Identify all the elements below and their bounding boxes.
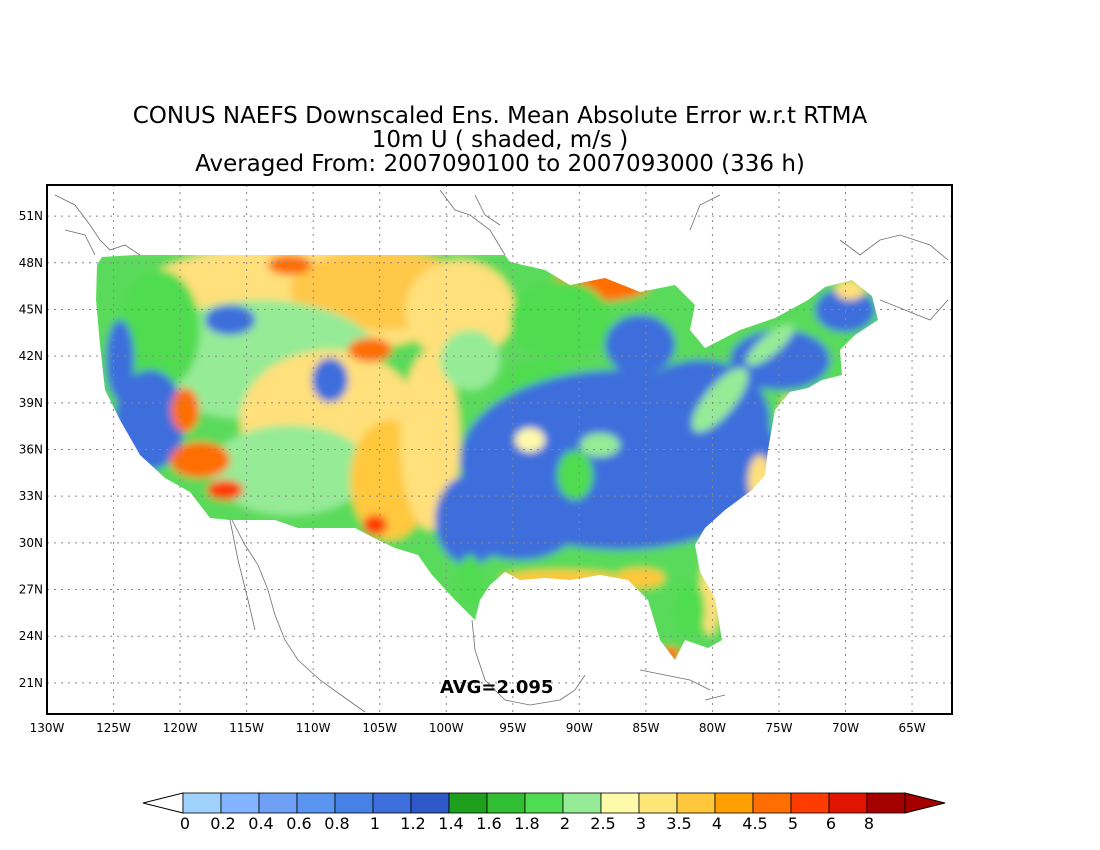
lon-tick-label: 120W <box>163 721 198 735</box>
colorbar-swatch <box>220 792 260 814</box>
title-line-3: Averaged From: 2007090100 to 2007093000 … <box>195 151 805 177</box>
colorbar-swatch <box>372 792 412 814</box>
colorbar-label: 1 <box>370 814 380 833</box>
colorbar-label: 0 <box>180 814 190 833</box>
lat-tick-label: 24N <box>19 629 43 643</box>
colorbar-swatch <box>752 792 792 814</box>
colorbar-label: 0.8 <box>324 814 349 833</box>
lat-tick-label: 27N <box>19 583 43 597</box>
colorbar-swatch <box>714 792 754 814</box>
lat-tick-label: 21N <box>19 676 43 690</box>
colorbar-label: 8 <box>864 814 874 833</box>
colorbar-under-arrow <box>142 792 184 814</box>
lat-tick-label: 48N <box>19 256 43 270</box>
lon-tick-label: 125W <box>96 721 131 735</box>
shaded-error-field <box>96 255 878 660</box>
lat-tick-label: 36N <box>19 443 43 457</box>
lon-tick-label: 115W <box>229 721 264 735</box>
lon-tick-label: 95W <box>499 721 526 735</box>
colorbar-label: 2.5 <box>590 814 615 833</box>
lon-tick-label: 105W <box>362 721 397 735</box>
lat-tick-label: 33N <box>19 489 43 503</box>
latitude-labels: 21N 24N 27N 30N 33N 36N 39N 42N 45N 48N 51N <box>19 209 43 690</box>
lon-tick-label: 110W <box>296 721 331 735</box>
colorbar-swatch <box>790 792 830 814</box>
colorbar-label: 1.2 <box>400 814 425 833</box>
colorbar-swatch <box>676 792 716 814</box>
colorbar-label: 1.6 <box>476 814 501 833</box>
colorbar-label: 4 <box>712 814 722 833</box>
colorbar-swatch <box>258 792 298 814</box>
colorbar-swatch <box>486 792 526 814</box>
longitude-labels: 130W 125W 120W 115W 110W 105W 100W 95W 90W 85W 80W… <box>30 721 926 735</box>
colorbar-label: 0.2 <box>210 814 235 833</box>
colorbar-swatch <box>410 792 450 814</box>
colorbar-label: 0.6 <box>286 814 311 833</box>
colorbar-label: 4.5 <box>742 814 767 833</box>
colorbar-label: 1.8 <box>514 814 539 833</box>
colorbar-label: 6 <box>826 814 836 833</box>
lat-tick-label: 30N <box>19 536 43 550</box>
colorbar-label: 5 <box>788 814 798 833</box>
lon-tick-label: 70W <box>832 721 859 735</box>
colorbar-label: 2 <box>560 814 570 833</box>
colorbar-swatch <box>524 792 564 814</box>
colorbar-label: 1.4 <box>438 814 463 833</box>
colorbar-swatch <box>448 792 488 814</box>
colorbar-label: 3.5 <box>666 814 691 833</box>
colorbar-swatch <box>296 792 336 814</box>
colorbar-swatch <box>600 792 640 814</box>
lon-tick-label: 65W <box>899 721 926 735</box>
title-line-1: CONUS NAEFS Downscaled Ens. Mean Absolut… <box>132 103 868 129</box>
colorbar-label: 0.4 <box>248 814 273 833</box>
lon-tick-label: 75W <box>765 721 792 735</box>
lat-tick-label: 39N <box>19 396 43 410</box>
colorbar-swatch <box>182 792 222 814</box>
colorbar-swatch <box>866 792 906 814</box>
lon-tick-label: 85W <box>632 721 659 735</box>
colorbar <box>142 792 946 814</box>
colorbar-over-arrow <box>904 792 946 814</box>
colorbar-swatch <box>562 792 602 814</box>
colorbar-swatch <box>828 792 868 814</box>
lat-tick-label: 42N <box>19 349 43 363</box>
lat-tick-label: 51N <box>19 209 43 223</box>
colorbar-label: 3 <box>636 814 646 833</box>
colorbar-labels: 0 0.2 0.4 0.6 0.8 1 1.2 1.4 1.6 1.8 2 2.5 3 3.5 4 4.5 5 6… <box>180 814 874 833</box>
colorbar-swatch <box>638 792 678 814</box>
colorbar-swatch <box>334 792 374 814</box>
plot-frame <box>46 184 953 715</box>
lat-tick-label: 45N <box>19 302 43 316</box>
average-label: AVG=2.095 <box>440 677 553 698</box>
lon-tick-label: 130W <box>30 721 65 735</box>
lon-tick-label: 90W <box>566 721 593 735</box>
lon-tick-label: 100W <box>429 721 464 735</box>
coastline-outlines <box>54 189 949 713</box>
title-line-2: 10m U ( shaded, m/s ) <box>371 127 629 153</box>
lon-tick-label: 80W <box>699 721 726 735</box>
